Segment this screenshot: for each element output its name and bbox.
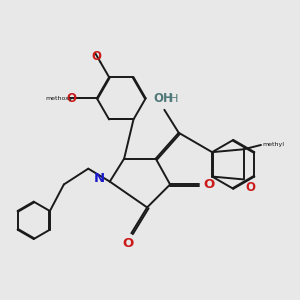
Text: O: O (245, 181, 255, 194)
Text: methyl: methyl (262, 142, 284, 148)
Text: OH: OH (153, 92, 173, 105)
Text: O: O (67, 92, 76, 105)
Text: O: O (92, 50, 101, 62)
Text: H: H (170, 94, 178, 104)
Text: methoxy: methoxy (46, 96, 74, 101)
Text: O: O (123, 237, 134, 250)
Text: O: O (203, 178, 214, 191)
Text: N: N (94, 172, 105, 185)
